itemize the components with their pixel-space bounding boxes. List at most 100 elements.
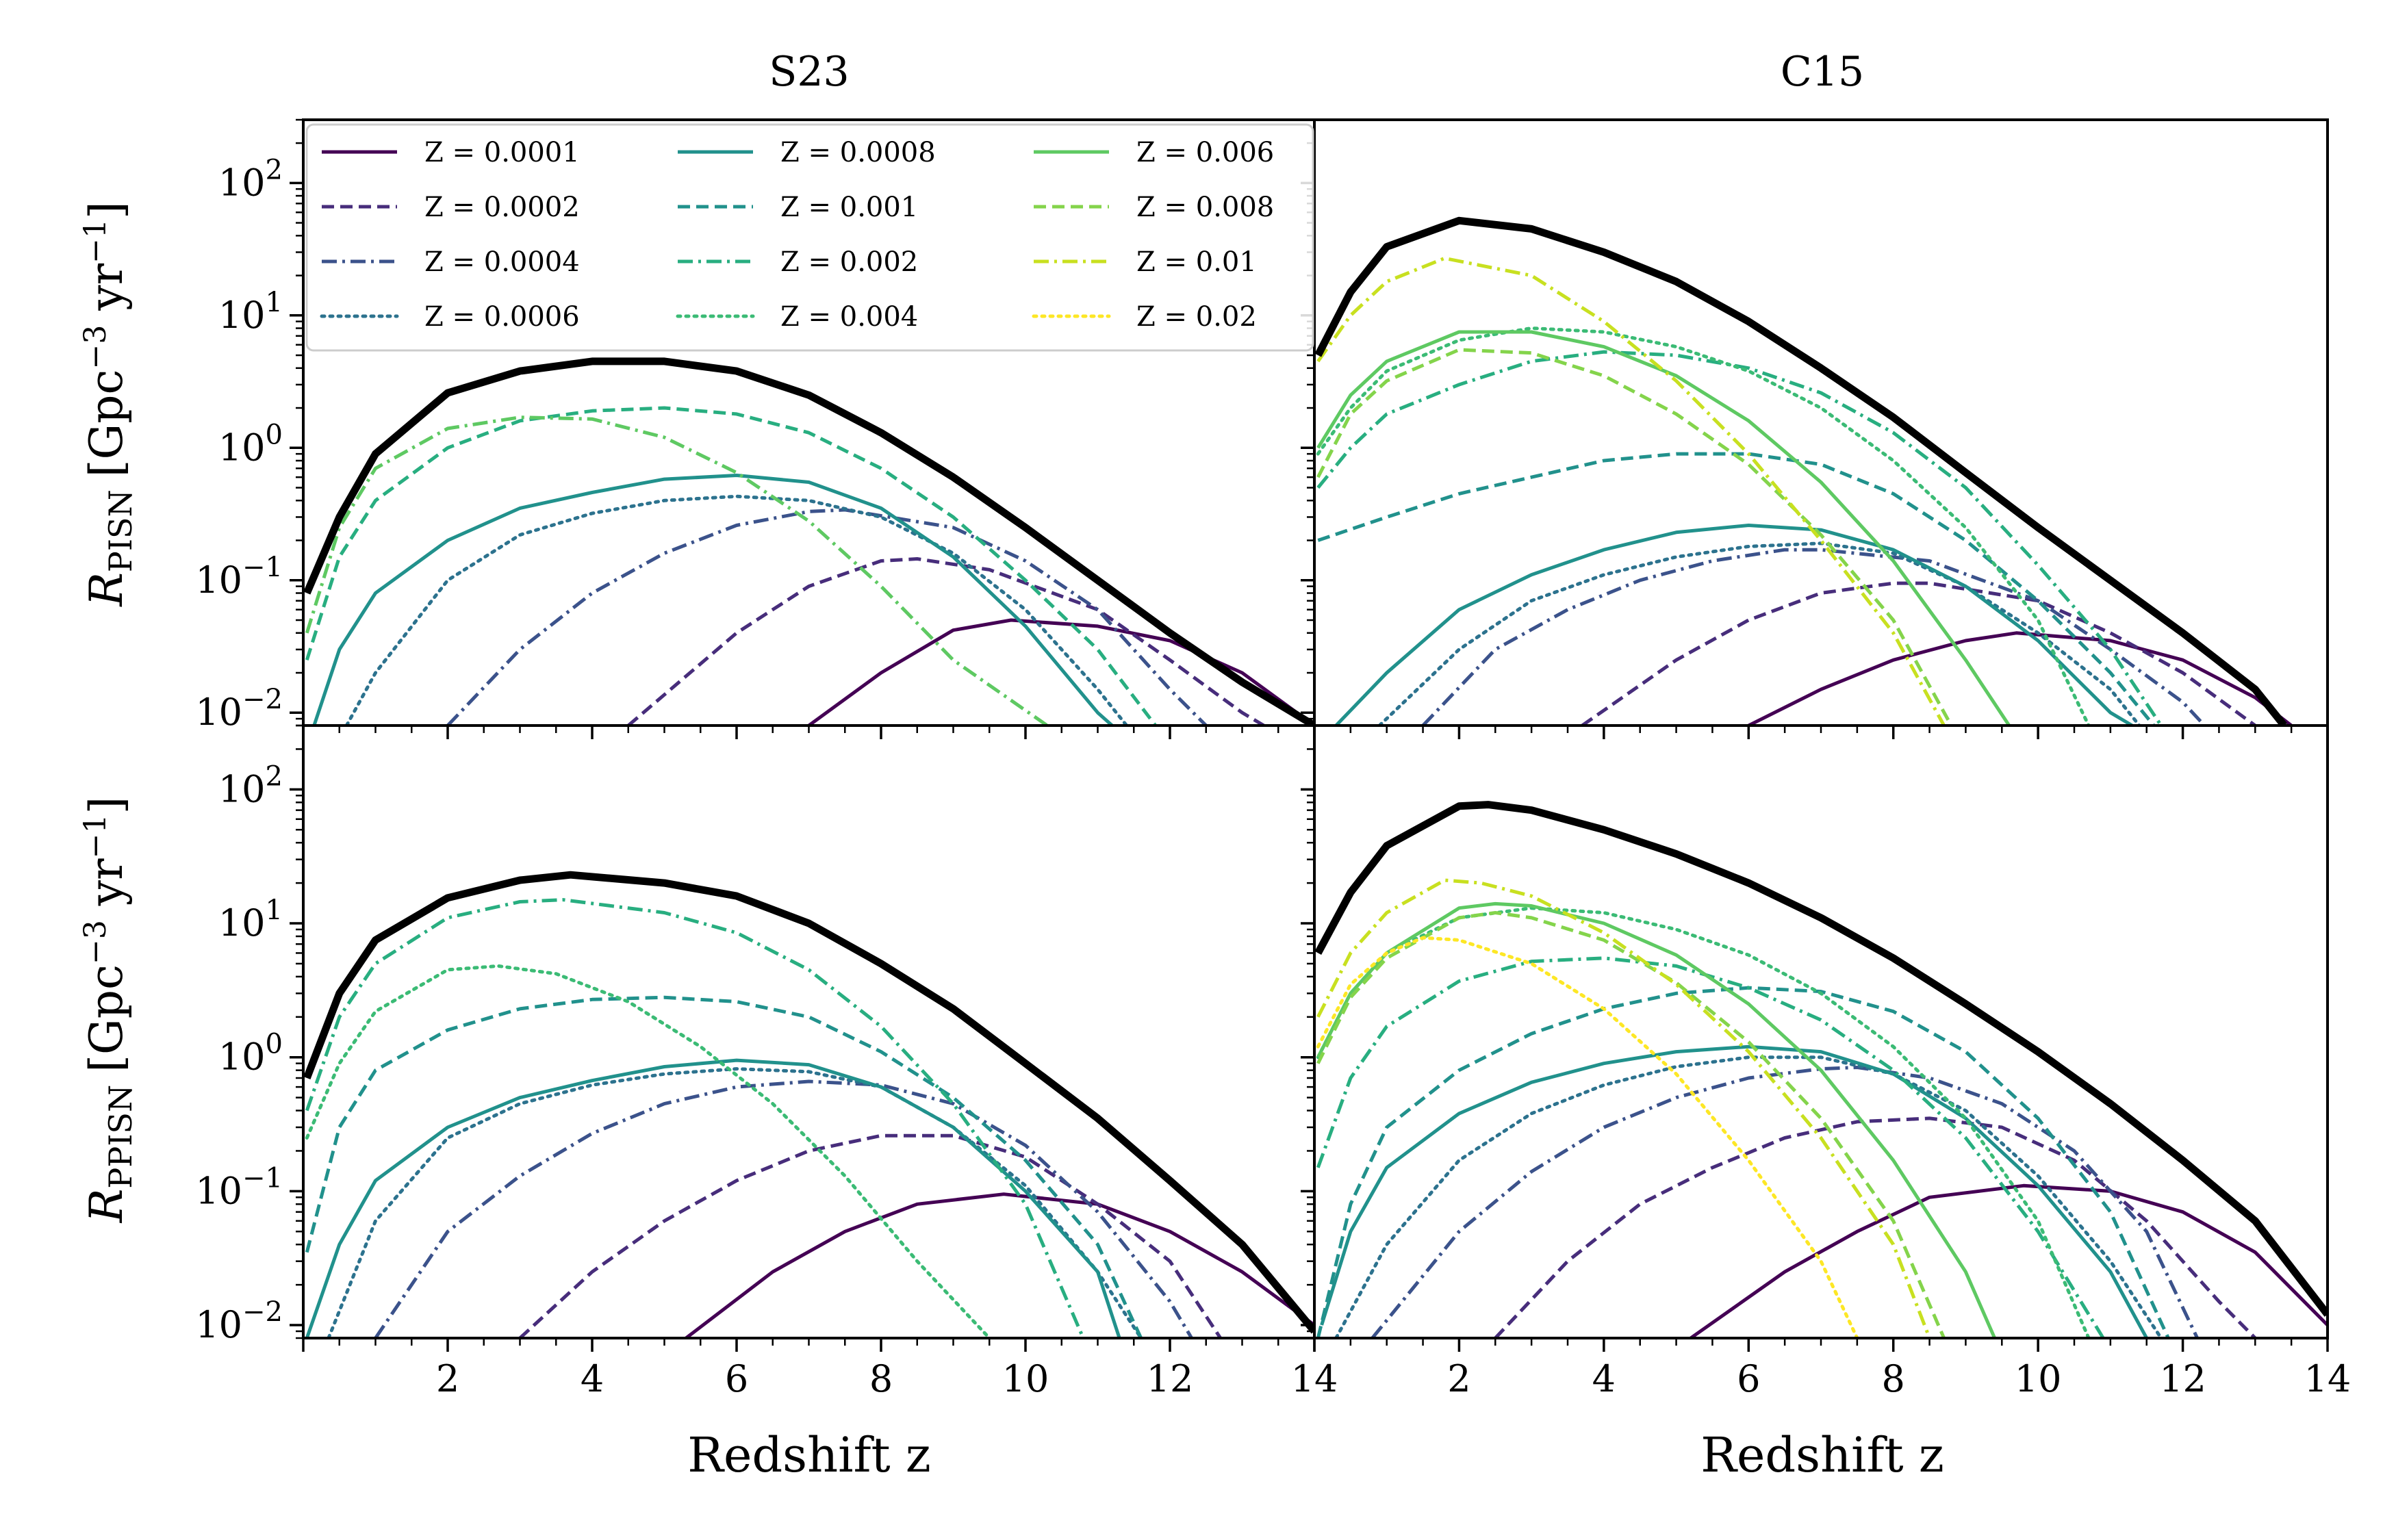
x-tick-label: 2 [1447,1357,1470,1400]
series-group [1314,801,2328,1338]
x-axis-ticks: 2 4 6 8 10 12 14 [302,1338,1338,1400]
series-line-z-0-001 [305,406,1157,726]
series-line-z-0-002 [1316,956,2105,1338]
x-axis-ticks [302,726,1316,739]
panel-4: 2 4 6 8 10 12 14 [1301,724,2352,1400]
series-line-z-0-0001 [808,618,1314,726]
y-tick-label: 101 [218,895,283,945]
x-tick-label: 14 [1291,1357,1338,1400]
legend: Z = 0.0001 Z = 0.0002 Z = 0.0004 Z = 0.0006… [305,123,1314,352]
series-line-z-0-008 [1316,348,1953,726]
x-tick-label: 6 [725,1357,748,1400]
y-tick-label: 101 [218,287,283,337]
x-tick-label: 6 [1737,1357,1760,1400]
series-line-z-0-001 [305,995,1143,1338]
x-axis-ticks [1313,726,2329,739]
x-tick-label: 8 [869,1357,893,1400]
series-line-z-0-0008 [305,1058,1121,1338]
panel-1: 10−2 10−1 100 101 102 [195,118,1316,739]
legend-label: Z = 0.001 [780,192,918,223]
series-group [303,357,1314,726]
x-tick-label: 14 [2304,1357,2352,1400]
series-line-z-0-0002 [627,557,1265,726]
x-tick-label: 8 [1882,1357,1905,1400]
panel-frame [302,724,1316,1339]
ylabel-pisn-subscript: PISN [102,489,139,572]
x-tick-label: 2 [436,1357,459,1400]
y-axis-ticks: 10−2 10−1 100 101 102 [195,724,303,1346]
series-line-z-0-0004 [1421,548,2206,726]
series-line-z-0-006 [1316,330,2011,726]
legend-label: Z = 0.0001 [424,137,580,168]
series-group [1314,216,2293,726]
panel-frame [1313,724,2329,1339]
y-tick-label: 102 [218,154,283,204]
series-line-z-0-01 [1316,878,1931,1338]
column-title-c15: C15 [1781,48,1864,96]
legend-label: Z = 0.006 [1136,137,1274,168]
series-line-z-0-0008 [312,474,1114,726]
series-line-z-0-008 [1316,911,1946,1338]
ylabel-pisn-symbol: R [80,572,133,607]
panel-3: 10−2 10−1 100 101 102 2 4 6 8 10 12 14 [195,724,1338,1400]
series-line-z-0-0001 [1748,631,2293,726]
series-line-z-0-0002 [1494,1116,2257,1338]
x-tick-label: 4 [581,1357,604,1400]
legend-label: Z = 0.0006 [424,301,580,333]
y-tick-label: 10−1 [195,1162,283,1212]
series-line-z-0-0008 [1334,524,2133,726]
legend-label: Z = 0.0004 [424,246,580,278]
series-line-total [1314,216,2287,726]
series-line-z-0-002 [1316,350,2163,726]
y-tick-label: 100 [218,419,283,469]
series-line-total [303,357,1314,726]
xlabel-left: Redshift z [687,1427,931,1483]
x-tick-label: 10 [1002,1357,1049,1400]
series-line-z-0-02 [1316,936,1859,1338]
y-tick-label: 100 [218,1029,283,1079]
series-line-z-0-0008 [1320,1044,2148,1338]
series-line-z-0-0006 [1334,1055,2163,1338]
legend-label: Z = 0.0008 [780,137,936,168]
ylabel-pisn: RPISN[Gpc−3 yr−1] [78,201,139,607]
y-tick-label: 10−1 [195,552,283,602]
panel-frame [1313,118,2329,727]
svg-text:RPISN[Gpc−3 yr−1]: RPISN[Gpc−3 yr−1] [78,201,139,607]
legend-label: Z = 0.0002 [424,192,580,223]
series-line-z-0-0004 [374,1079,1193,1338]
series-line-z-0-004 [305,964,991,1338]
series-line-z-0-002 [305,898,1085,1338]
series-line-z-0-0001 [1690,1183,2328,1338]
series-line-z-0-001 [1316,986,2170,1338]
y-tick-label: 10−2 [195,1296,283,1346]
series-line-z-0-0004 [446,508,1208,726]
x-tick-label: 10 [2015,1357,2062,1400]
series-line-z-0-0004 [1371,1066,2199,1338]
x-axis-ticks: 2 4 6 8 10 12 14 [1313,1338,2352,1400]
legend-label: Z = 0.008 [1136,192,1274,223]
panel-2 [1301,118,2329,739]
series-line-z-0-001 [1317,452,2156,726]
y-axis-ticks: 10−2 10−1 100 101 102 [195,118,303,734]
legend-label: Z = 0.004 [780,301,918,333]
series-line-z-0-0006 [344,494,1129,726]
series-line-total [303,871,1314,1334]
y-tick-label: 102 [218,760,283,810]
series-line-z-0-0006 [327,1067,1143,1338]
ylabel-ppisn-symbol: R [80,1189,133,1224]
ylabel-ppisn: RPPISN[Gpc−3 yr−1] [78,797,139,1224]
x-tick-label: 12 [2159,1357,2206,1400]
svg-text:RPPISN[Gpc−3 yr−1]: RPPISN[Gpc−3 yr−1] [78,797,139,1224]
y-axis-ticks [1301,724,1314,1339]
series-line-z-0-002 [305,415,1049,726]
legend-box [305,123,1314,352]
legend-label: Z = 0.02 [1136,301,1257,333]
x-tick-label: 4 [1592,1357,1616,1400]
column-title-s23: S23 [769,48,849,96]
series-line-z-0-0002 [1581,581,2256,726]
y-tick-label: 10−2 [195,684,283,734]
x-tick-label: 12 [1147,1357,1194,1400]
ylabel-ppisn-subscript: PPISN [102,1085,139,1189]
